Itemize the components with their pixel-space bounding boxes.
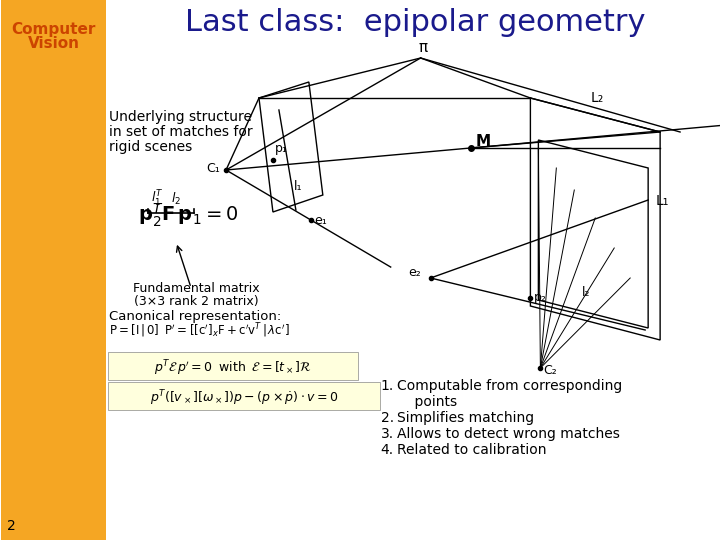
Text: Allows to detect wrong matches: Allows to detect wrong matches [397, 427, 619, 441]
Text: $\mathit{p}^T([\mathit{v}_\times][\omega_\times])\mathit{p}-(\mathit{p}\times\do: $\mathit{p}^T([\mathit{v}_\times][\omega… [150, 388, 338, 408]
Text: l₁: l₁ [294, 180, 302, 193]
Text: Last class:  epipolar geometry: Last class: epipolar geometry [185, 8, 646, 37]
Bar [1, 0, 107, 540]
Text: points: points [397, 395, 456, 409]
Text: $\mathrm{P}=[\mathrm{I}\,|\,0]\;\;\mathrm{P'}=[[\mathrm{c'}]_x\mathrm{F}+\mathrm: $\mathrm{P}=[\mathrm{I}\,|\,0]\;\;\mathr… [109, 322, 290, 340]
Text: Related to calibration: Related to calibration [397, 443, 546, 457]
FancyBboxPatch shape [108, 382, 379, 410]
Text: L₂: L₂ [590, 91, 603, 105]
Text: 1.: 1. [380, 379, 394, 393]
Text: l₂: l₂ [582, 286, 591, 299]
Text: Computable from corresponding: Computable from corresponding [397, 379, 622, 393]
Text: e₂: e₂ [409, 266, 421, 279]
Text: 2: 2 [7, 519, 17, 533]
Text: Fundamental matrix: Fundamental matrix [132, 282, 259, 295]
Text: π: π [418, 40, 427, 55]
Text: e₁: e₁ [314, 214, 327, 227]
Text: p₂: p₂ [534, 291, 546, 304]
Text: M: M [475, 134, 490, 149]
Text: Computer: Computer [12, 22, 96, 37]
Text: rigid scenes: rigid scenes [109, 140, 192, 154]
Text: 4.: 4. [381, 443, 394, 457]
Text: L₁: L₁ [655, 194, 668, 208]
Text: (3×3 rank 2 matrix): (3×3 rank 2 matrix) [134, 295, 258, 308]
Text: $l_2$: $l_2$ [171, 191, 181, 207]
Text: Canonical representation:: Canonical representation: [109, 310, 282, 323]
FancyBboxPatch shape [108, 352, 358, 380]
Text: 2.: 2. [381, 411, 394, 425]
Text: p₁: p₁ [275, 142, 288, 155]
Text: Underlying structure: Underlying structure [109, 110, 252, 124]
Text: $l^T_1$: $l^T_1$ [151, 189, 163, 209]
Text: $\mathit{p}^T\mathcal{E}\,\mathit{p'} = 0\;\;\mathrm{with}\;\;\mathcal{E}=[\math: $\mathit{p}^T\mathcal{E}\,\mathit{p'} = … [154, 358, 312, 378]
Text: in set of matches for: in set of matches for [109, 125, 253, 139]
Text: Simplifies matching: Simplifies matching [397, 411, 534, 425]
Text: C₂: C₂ [544, 364, 557, 377]
Text: $\mathbf{p}_2^T\mathbf{F}\,\mathbf{p}_1 = 0$: $\mathbf{p}_2^T\mathbf{F}\,\mathbf{p}_1 … [138, 201, 238, 229]
Text: 3.: 3. [381, 427, 394, 441]
Text: C₁: C₁ [206, 162, 220, 175]
Text: Vision: Vision [28, 36, 80, 51]
